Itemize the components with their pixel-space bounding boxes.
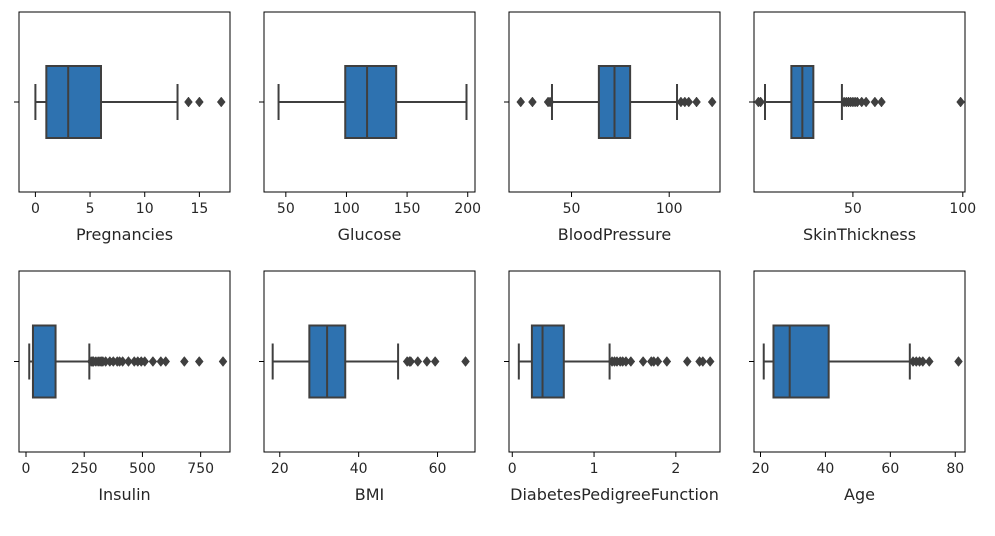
x-tick-label: 100 bbox=[949, 201, 976, 217]
x-tick-label: 40 bbox=[350, 461, 368, 477]
boxplot-glucose: 50 100 150 200 Glucose bbox=[259, 11, 481, 244]
outlier-point bbox=[124, 356, 133, 367]
outlier-point bbox=[870, 96, 880, 108]
axes-frame bbox=[753, 270, 966, 453]
x-tick-label: 20 bbox=[271, 461, 289, 477]
outlier-point bbox=[406, 356, 416, 367]
x-tick-label: 5 bbox=[86, 201, 95, 217]
outlier-point bbox=[705, 356, 715, 367]
x-tick-label: 200 bbox=[454, 201, 481, 217]
axes-frame bbox=[263, 11, 476, 193]
x-axis-label: BMI bbox=[355, 485, 385, 504]
outlier-point bbox=[461, 356, 470, 367]
boxplot-diabetes-pedigree-function: 0 1 2 DiabetesPedigreeFunction bbox=[504, 270, 721, 504]
outlier-point bbox=[756, 96, 765, 108]
axes-frame bbox=[18, 11, 231, 193]
x-tick-label: 500 bbox=[129, 461, 156, 477]
boxplot-blood-pressure: 50 100 BloodPressure bbox=[504, 11, 721, 244]
outlier-point bbox=[698, 356, 708, 367]
outlier-point bbox=[413, 356, 423, 367]
x-tick-label: 15 bbox=[190, 201, 208, 217]
outlier-point bbox=[140, 356, 150, 367]
outlier-point bbox=[638, 356, 648, 367]
outlier-point bbox=[662, 356, 672, 367]
iqr-box bbox=[772, 324, 830, 399]
outlier-point bbox=[184, 96, 193, 108]
iqr-box bbox=[31, 324, 57, 399]
iqr-box bbox=[344, 65, 398, 139]
axes-frame bbox=[753, 11, 966, 193]
x-tick-label: 60 bbox=[881, 461, 899, 477]
outlier-point bbox=[918, 356, 928, 367]
x-tick-label: 80 bbox=[946, 461, 964, 477]
outlier-point bbox=[216, 96, 226, 108]
x-tick-label: 100 bbox=[333, 201, 360, 217]
x-tick-label: 2 bbox=[671, 461, 680, 477]
x-tick-label: 60 bbox=[429, 461, 447, 477]
outlier-point bbox=[195, 96, 204, 108]
outlier-point bbox=[707, 96, 717, 108]
x-tick-label: 1 bbox=[590, 461, 599, 477]
outlier-point bbox=[684, 96, 694, 108]
boxplot-pregnancies: 0 5 10 15 Pregnancies bbox=[14, 11, 231, 244]
x-axis-label: Pregnancies bbox=[76, 225, 173, 244]
x-tick-label: 10 bbox=[136, 201, 154, 217]
outlier-point bbox=[954, 356, 963, 367]
x-axis-label: Glucose bbox=[338, 225, 402, 244]
x-tick-label: 250 bbox=[71, 461, 98, 477]
outlier-point bbox=[877, 96, 886, 108]
boxplot-skin-thickness: 50 100 SkinThickness bbox=[749, 11, 976, 244]
x-tick-label: 50 bbox=[844, 201, 862, 217]
outlier-point bbox=[626, 356, 636, 367]
boxplot-age: 20 40 60 80 Age bbox=[749, 270, 966, 504]
outlier-point bbox=[180, 356, 189, 367]
outlier-point bbox=[956, 96, 965, 108]
outlier-point bbox=[430, 356, 440, 367]
x-axis-label: BloodPressure bbox=[558, 225, 671, 244]
x-tick-label: 50 bbox=[563, 201, 581, 217]
axes-frame bbox=[18, 270, 231, 453]
outlier-point bbox=[861, 96, 871, 108]
x-tick-label: 0 bbox=[508, 461, 517, 477]
outlier-point bbox=[422, 356, 432, 367]
outlier-point bbox=[161, 356, 171, 367]
outlier-point bbox=[528, 96, 537, 108]
x-tick-label: 750 bbox=[187, 461, 214, 477]
x-tick-label: 150 bbox=[394, 201, 421, 217]
outlier-point bbox=[194, 356, 204, 367]
outlier-point bbox=[516, 96, 526, 108]
x-axis-label: Insulin bbox=[98, 485, 150, 504]
outlier-point bbox=[545, 96, 555, 108]
iqr-box bbox=[45, 65, 102, 139]
iqr-box bbox=[530, 324, 565, 399]
boxplot-bmi: 20 40 60 BMI bbox=[259, 270, 476, 504]
x-tick-label: 40 bbox=[817, 461, 835, 477]
x-tick-label: 50 bbox=[277, 201, 295, 217]
outlier-point bbox=[148, 356, 158, 367]
outlier-point bbox=[653, 356, 663, 367]
x-axis-label: SkinThickness bbox=[803, 225, 916, 244]
x-tick-label: 0 bbox=[31, 201, 40, 217]
outlier-point bbox=[692, 96, 701, 108]
boxplot-insulin: 0 250 500 750 Insulin bbox=[14, 270, 231, 504]
x-tick-label: 20 bbox=[752, 461, 770, 477]
outlier-point bbox=[682, 356, 692, 367]
x-axis-label: DiabetesPedigreeFunction bbox=[510, 485, 719, 504]
outlier-point bbox=[218, 356, 228, 367]
axes-frame bbox=[508, 270, 721, 453]
axes-frame bbox=[263, 270, 476, 453]
x-tick-label: 0 bbox=[22, 461, 31, 477]
outlier-point bbox=[118, 356, 127, 367]
outlier-point bbox=[924, 356, 934, 367]
x-axis-label: Age bbox=[844, 485, 875, 504]
x-tick-label: 100 bbox=[656, 201, 683, 217]
axes-frame bbox=[508, 11, 721, 193]
